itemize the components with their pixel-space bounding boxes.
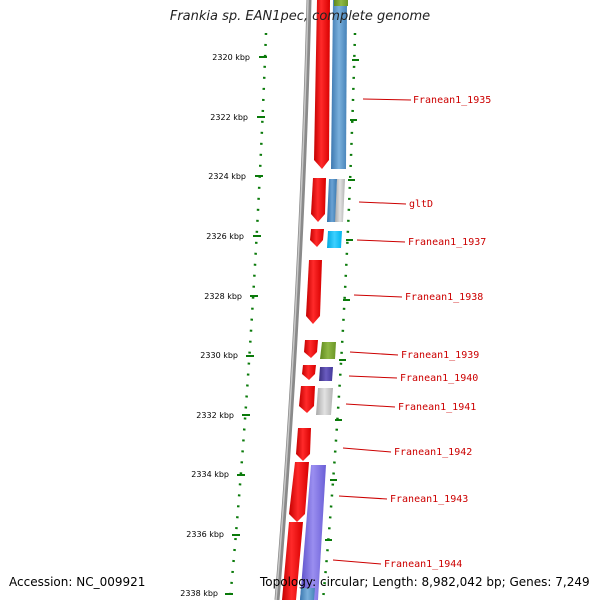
leader-lines: [332, 98, 412, 565]
gene-label[interactable]: Franean1_1944: [384, 559, 462, 570]
leader-line: [348, 375, 398, 379]
genome-backbone-highlight: [275, 0, 309, 600]
leader-line: [332, 559, 382, 565]
gene-arrow: [302, 365, 316, 380]
gene-block-steelblue: [331, 0, 347, 169]
major-ticks: [225, 56, 267, 595]
tick-label: 2332 kbp: [196, 411, 234, 420]
leader-line: [353, 294, 403, 298]
gene-arrow: [299, 386, 315, 413]
leader-line: [342, 447, 392, 453]
tick-label: 2338 kbp: [180, 589, 218, 598]
tick-label: 2324 kbp: [208, 172, 246, 181]
leader-line: [345, 403, 396, 408]
tick-label: 2330 kbp: [200, 351, 238, 360]
map-title: Frankia sp. EAN1pec, complete genome: [169, 9, 431, 24]
gene-label[interactable]: Franean1_1937: [408, 237, 486, 248]
reverse-strand-genes: [282, 0, 330, 600]
gene-block-blue: [327, 179, 337, 222]
tick-label: 2326 kbp: [206, 232, 244, 241]
tick-label: 2322 kbp: [210, 113, 248, 122]
gene-label[interactable]: Franean1_1941: [398, 402, 476, 413]
gene-arrow: [282, 522, 303, 600]
gene-label[interactable]: Franean1_1940: [400, 373, 478, 384]
gene-block-lightgray: [316, 388, 333, 415]
gene-arrow: [304, 340, 318, 358]
gene-arrow: [311, 178, 326, 222]
gene-block-olive: [320, 342, 336, 359]
gene-arrow: [289, 462, 309, 522]
tick-label-group: 2320 kbp 2322 kbp 2324 kbp 2326 kbp 2328…: [180, 53, 250, 598]
tick-label: 2334 kbp: [191, 470, 229, 479]
gene-block-purple: [319, 367, 333, 381]
tick-label: 2328 kbp: [204, 292, 242, 301]
tick-label: 2320 kbp: [212, 53, 250, 62]
genome-summary: Topology: circular; Length: 8,982,042 bp…: [260, 575, 590, 589]
gene-arrow: [310, 229, 324, 247]
gene-block-cyan: [327, 231, 342, 248]
gene-arrow: [296, 428, 311, 461]
tick-label: 2336 kbp: [186, 530, 224, 539]
gene-arrow: [306, 260, 322, 324]
gene-label[interactable]: Franean1_1942: [394, 447, 472, 458]
leader-line: [349, 351, 399, 356]
major-ticks-right: [325, 59, 359, 541]
gene-block-green: [334, 0, 348, 6]
gene-arrow: [314, 0, 330, 169]
gene-label[interactable]: gltD: [409, 199, 433, 210]
gene-label[interactable]: Franean1_1939: [401, 350, 479, 361]
accession-label: Accession: NC_009921: [9, 575, 146, 589]
gene-block-violet: [300, 465, 326, 600]
gene-labels: Franean1_1935 gltD Franean1_1937 Franean…: [384, 95, 491, 570]
left-dotted-track: [228, 32, 268, 600]
genome-backbone: [274, 0, 312, 600]
gene-label[interactable]: Franean1_1943: [390, 494, 468, 505]
gene-label[interactable]: Franean1_1935: [413, 95, 491, 106]
right-dotted-track: [321, 32, 357, 600]
leader-line: [338, 495, 388, 500]
leader-line: [358, 201, 407, 205]
leader-line: [356, 239, 406, 243]
gene-label[interactable]: Franean1_1938: [405, 292, 483, 303]
gene-block-gray: [335, 179, 345, 222]
leader-line: [362, 98, 412, 101]
gene-block-steel-bottom: [300, 588, 315, 600]
